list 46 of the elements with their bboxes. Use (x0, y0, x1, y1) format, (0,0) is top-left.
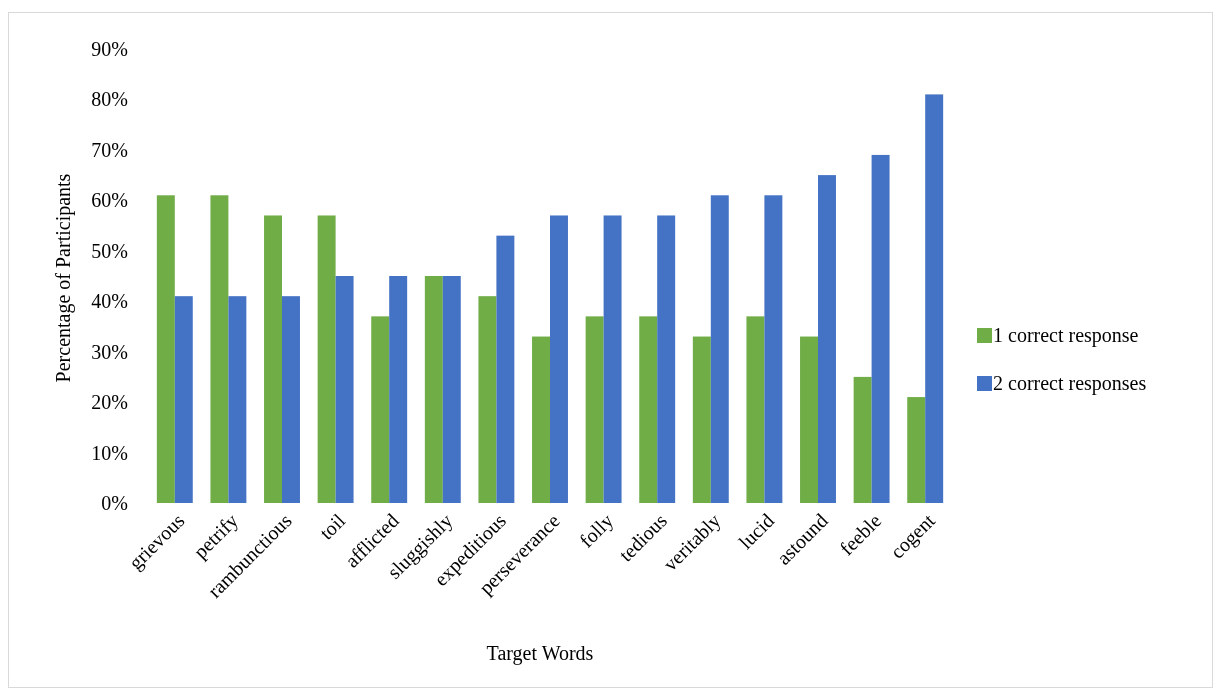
y-tick-label: 40% (91, 290, 128, 313)
bar (818, 175, 836, 503)
x-axis-title: Target Words (486, 642, 594, 665)
y-tick-label: 0% (101, 492, 128, 514)
bar (746, 316, 765, 503)
x-tick-label: folly (575, 509, 619, 553)
y-tick-label: 30% (91, 340, 128, 363)
y-tick-label: 50% (91, 239, 128, 262)
bar (550, 215, 568, 503)
x-tick-label: toil (314, 508, 350, 544)
bar (603, 215, 622, 503)
bar (478, 296, 497, 503)
bar (442, 276, 461, 503)
bar (210, 195, 229, 503)
bar (264, 215, 282, 503)
bar (389, 276, 408, 503)
bar (424, 276, 443, 503)
bar (585, 316, 604, 503)
bar (335, 276, 354, 503)
bar (925, 94, 944, 503)
bar (871, 154, 890, 503)
bar (532, 336, 550, 503)
y-tick-label: 60% (91, 189, 128, 212)
bar (764, 195, 783, 503)
y-tick-label: 10% (91, 441, 128, 464)
y-tick-label: 20% (91, 391, 128, 414)
bar (496, 235, 515, 503)
bar (907, 397, 926, 503)
y-tick-label: 90% (91, 38, 128, 60)
bar (174, 296, 193, 503)
bar (371, 316, 390, 503)
bar (156, 195, 175, 503)
bar (282, 296, 300, 503)
bar (692, 336, 711, 503)
bar (853, 376, 872, 503)
bar (800, 336, 818, 503)
legend-label: 1 correct response (993, 324, 1139, 347)
y-tick-label: 70% (91, 138, 128, 161)
bar (710, 195, 729, 503)
legend-label: 2 correct responses (993, 372, 1147, 395)
y-axis-title: Percentage of Participants (52, 173, 75, 383)
bar (639, 316, 658, 503)
bar (228, 296, 247, 503)
bar (317, 215, 336, 503)
y-tick-label: 80% (91, 88, 128, 111)
bar (657, 215, 676, 503)
